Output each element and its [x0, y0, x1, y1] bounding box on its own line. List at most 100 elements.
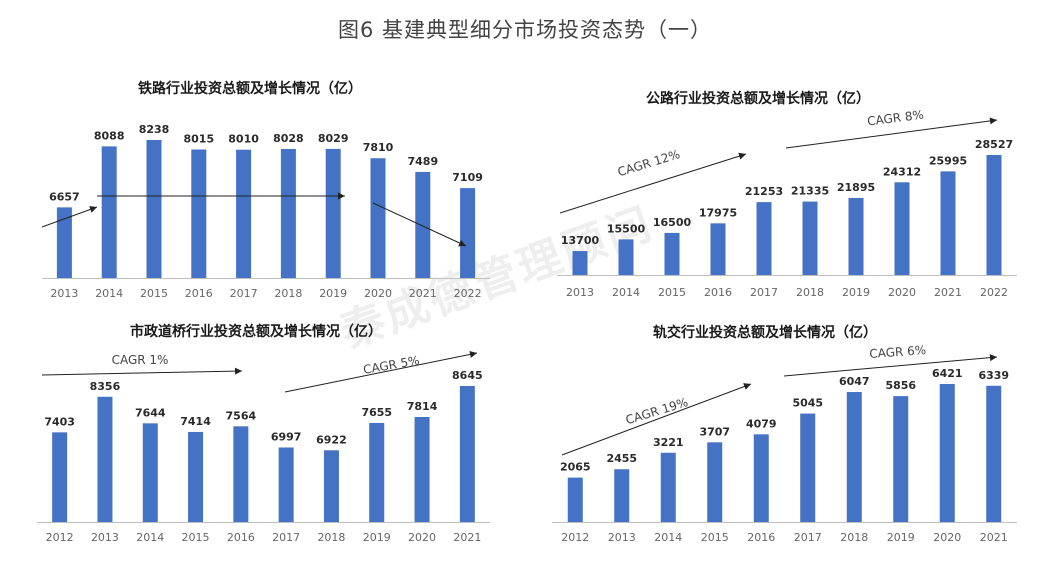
data-label: 7644 [135, 406, 166, 419]
data-label: 8029 [318, 132, 349, 145]
x-tick-label: 2017 [750, 286, 778, 299]
data-label: 6421 [932, 367, 963, 380]
data-label: 8010 [228, 133, 259, 146]
x-tick-label: 2015 [140, 287, 168, 300]
trend-arrow [284, 352, 478, 393]
bar [191, 149, 207, 278]
bar [415, 171, 431, 278]
data-label: 24312 [883, 165, 921, 178]
x-tick-label: 2019 [887, 531, 915, 544]
data-label: 2065 [560, 461, 591, 474]
data-label: 2455 [606, 452, 637, 465]
data-label: 8015 [183, 133, 214, 146]
x-tick-label: 2014 [95, 287, 123, 300]
bar [614, 469, 630, 522]
x-tick-label: 2018 [840, 531, 868, 544]
bar [323, 450, 339, 522]
x-tick-label: 2019 [319, 287, 347, 300]
trend-arrow [785, 119, 998, 149]
x-tick-label: 2022 [980, 286, 1008, 299]
x-tick-label: 2020 [364, 287, 392, 300]
x-tick-label: 2018 [274, 287, 302, 300]
cagr-annotation: CAGR 8% [866, 108, 924, 129]
bar [460, 188, 476, 278]
x-tick-label: 2022 [454, 287, 482, 300]
data-label: 7414 [180, 415, 211, 428]
data-label: 5856 [885, 379, 916, 392]
data-label: 7564 [226, 409, 257, 422]
trend-arrow [783, 356, 998, 377]
bar [459, 386, 475, 522]
data-label: 6997 [271, 430, 302, 443]
trend-arrow-head [738, 152, 746, 160]
trend-arrow-head [338, 192, 345, 200]
bar [756, 202, 772, 275]
x-tick-label: 2014 [136, 531, 164, 544]
data-label: 6047 [839, 375, 870, 388]
x-tick-label: 2013 [566, 286, 594, 299]
bar [52, 432, 68, 522]
x-tick-label: 2016 [185, 287, 213, 300]
bar [894, 182, 910, 275]
data-label: 8238 [139, 123, 170, 136]
trend-arrow [561, 383, 752, 456]
x-tick-label: 2021 [453, 531, 481, 544]
data-label: 15500 [607, 222, 646, 235]
data-label: 25995 [929, 154, 967, 167]
data-label: 13700 [561, 234, 600, 247]
bar [572, 251, 588, 275]
data-label: 6339 [978, 369, 1009, 382]
x-tick-label: 2016 [747, 531, 775, 544]
data-label: 8028 [273, 132, 304, 145]
bar [940, 171, 956, 275]
bar [848, 197, 864, 275]
bar [369, 422, 385, 522]
cagr-annotation: CAGR 6% [869, 343, 927, 361]
data-label: 8645 [452, 369, 483, 382]
x-tick-label: 2013 [608, 531, 636, 544]
trend-arrow [559, 153, 747, 214]
x-tick-label: 2013 [91, 531, 119, 544]
bar [233, 426, 249, 522]
data-label: 7403 [44, 415, 75, 428]
trend-arrow [41, 370, 243, 376]
x-tick-label: 2015 [701, 531, 729, 544]
bar [325, 148, 341, 278]
bar [800, 413, 816, 522]
trend-arrow [41, 206, 98, 228]
x-tick-label: 2016 [704, 286, 732, 299]
bar [802, 201, 818, 275]
x-tick-label: 2021 [409, 287, 437, 300]
x-tick-label: 2021 [980, 531, 1008, 544]
bar [939, 384, 955, 522]
x-tick-label: 2015 [658, 286, 686, 299]
trend-arrow-head [458, 239, 466, 247]
bar [188, 431, 204, 522]
data-label: 7109 [452, 171, 483, 184]
bar [146, 140, 162, 278]
data-label: 17975 [699, 206, 737, 219]
x-tick-label: 2014 [654, 531, 682, 544]
bar [893, 396, 909, 522]
bar [986, 155, 1002, 275]
chart-title: 公路行业投资总额及增长情况（亿） [646, 90, 870, 107]
data-label: 7489 [407, 155, 438, 168]
trend-arrow [372, 202, 467, 247]
bar [101, 146, 117, 278]
cagr-annotation: CAGR 1% [112, 353, 169, 367]
data-label: 16500 [653, 216, 692, 229]
bar [710, 223, 726, 275]
data-label: 4079 [746, 417, 777, 430]
data-label: 7810 [363, 141, 394, 154]
x-tick-label: 2017 [272, 531, 300, 544]
cagr-annotation: CAGR 19% [624, 395, 690, 427]
data-label: 21253 [745, 185, 783, 198]
figure-title: 图6 基建典型细分市场投资态势（一） [337, 18, 713, 42]
x-tick-label: 2018 [796, 286, 824, 299]
x-tick-label: 2020 [933, 531, 961, 544]
data-label: 28527 [975, 138, 1013, 151]
trend-arrow-head [234, 367, 242, 375]
